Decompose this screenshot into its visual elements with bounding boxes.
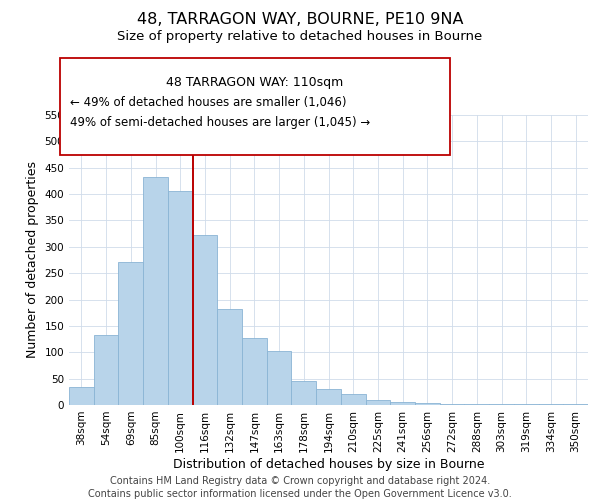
Bar [440, 404, 464, 405]
Bar [514, 404, 539, 405]
Text: Size of property relative to detached houses in Bourne: Size of property relative to detached ho… [118, 30, 482, 43]
Text: Contains HM Land Registry data © Crown copyright and database right 2024.: Contains HM Land Registry data © Crown c… [110, 476, 490, 486]
Bar [341, 394, 365, 405]
Bar [539, 404, 563, 405]
Bar [168, 191, 193, 405]
Bar [415, 404, 440, 405]
Bar [316, 389, 341, 405]
Bar [242, 338, 267, 405]
Text: 48 TARRAGON WAY: 110sqm: 48 TARRAGON WAY: 110sqm [166, 76, 344, 89]
Text: Contains public sector information licensed under the Open Government Licence v3: Contains public sector information licen… [88, 489, 512, 499]
Bar [69, 386, 94, 405]
Bar [193, 234, 217, 405]
Bar [118, 262, 143, 405]
Bar [143, 177, 168, 405]
Bar [563, 404, 588, 405]
Bar [94, 335, 118, 405]
Bar [267, 350, 292, 405]
Text: 49% of semi-detached houses are larger (1,045) →: 49% of semi-detached houses are larger (… [70, 116, 370, 129]
Bar [390, 402, 415, 405]
Bar [217, 308, 242, 405]
Bar [489, 404, 514, 405]
X-axis label: Distribution of detached houses by size in Bourne: Distribution of detached houses by size … [173, 458, 484, 470]
Y-axis label: Number of detached properties: Number of detached properties [26, 162, 39, 358]
Text: ← 49% of detached houses are smaller (1,046): ← 49% of detached houses are smaller (1,… [70, 96, 347, 109]
Bar [464, 404, 489, 405]
Bar [365, 400, 390, 405]
Bar [292, 382, 316, 405]
Text: 48, TARRAGON WAY, BOURNE, PE10 9NA: 48, TARRAGON WAY, BOURNE, PE10 9NA [137, 12, 463, 28]
